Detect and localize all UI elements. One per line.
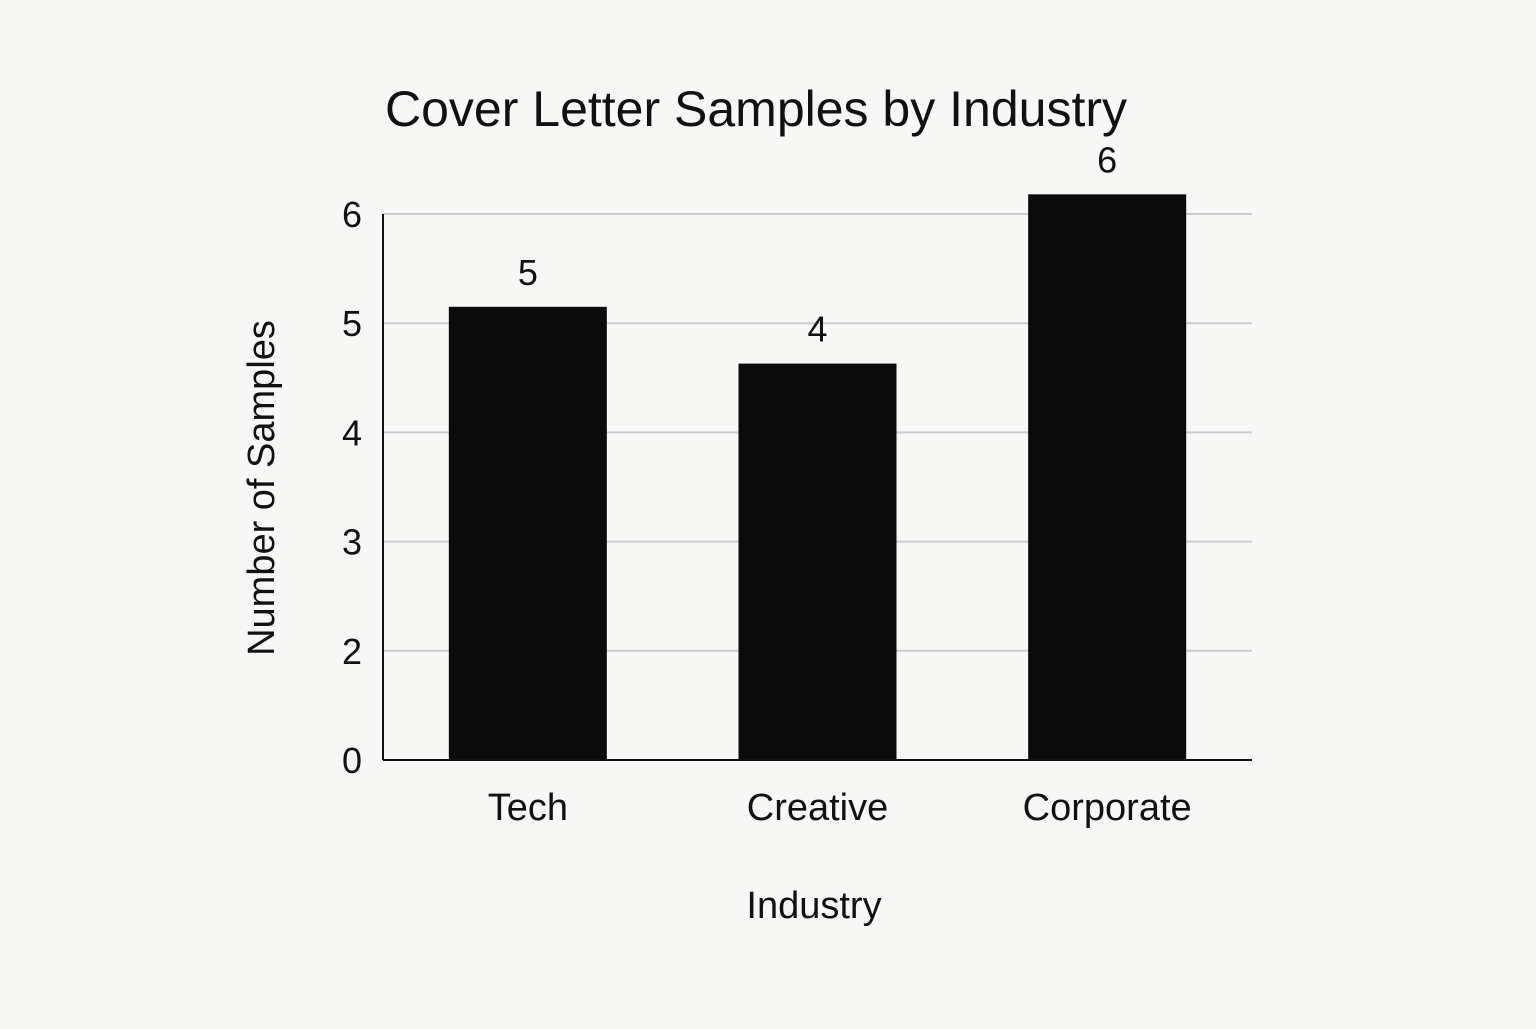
- bar-tech: [448, 306, 607, 760]
- labels: 0 2 3 4 5 6 5 Tech 4 Creative 6 Corporate: [342, 139, 1192, 829]
- axes: [382, 214, 1252, 761]
- data-label: 5: [518, 252, 538, 293]
- x-tick-label: Tech: [488, 787, 568, 829]
- y-tick-label: 5: [342, 303, 362, 344]
- y-tick-label: 2: [342, 631, 362, 672]
- y-tick-label: 3: [342, 522, 362, 563]
- chart-title: Cover Letter Samples by Industry: [385, 81, 1127, 137]
- x-tick-label: Creative: [747, 787, 889, 829]
- y-tick-label: 0: [342, 740, 362, 781]
- x-axis-title: Industry: [746, 885, 881, 927]
- bar-creative: [738, 363, 897, 760]
- data-label: 6: [1097, 139, 1117, 180]
- data-label: 4: [807, 309, 827, 350]
- x-tick-label: Corporate: [1023, 787, 1192, 829]
- bars: [448, 194, 1187, 760]
- y-tick-label: 4: [342, 412, 362, 453]
- y-axis-title: Number of Samples: [241, 320, 283, 656]
- bar-corporate: [1028, 194, 1187, 760]
- y-tick-label: 6: [342, 194, 362, 235]
